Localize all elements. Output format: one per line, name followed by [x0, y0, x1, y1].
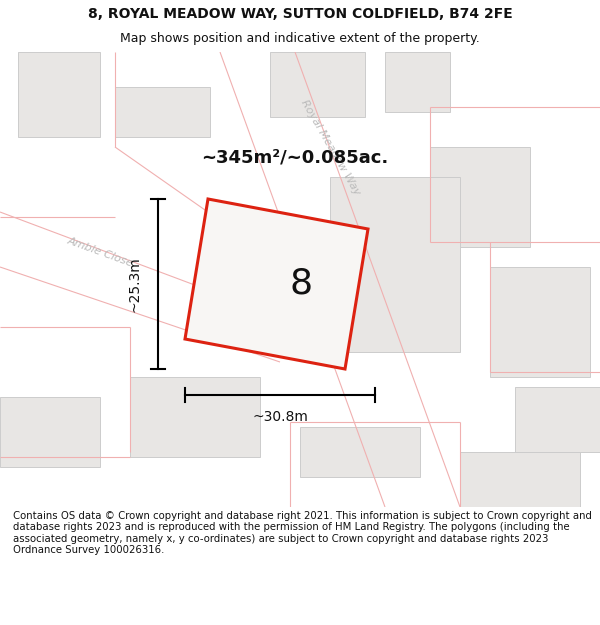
Text: Map shows position and indicative extent of the property.: Map shows position and indicative extent…: [120, 32, 480, 45]
Polygon shape: [430, 147, 530, 247]
Text: Contains OS data © Crown copyright and database right 2021. This information is : Contains OS data © Crown copyright and d…: [13, 511, 592, 556]
Polygon shape: [515, 387, 600, 452]
Text: Royal Meadow Way: Royal Meadow Way: [299, 98, 361, 196]
Polygon shape: [185, 199, 368, 369]
Polygon shape: [460, 452, 580, 507]
Text: ~345m²/~0.085ac.: ~345m²/~0.085ac.: [202, 148, 389, 166]
Polygon shape: [385, 52, 450, 112]
Polygon shape: [270, 52, 365, 117]
Text: 8, ROYAL MEADOW WAY, SUTTON COLDFIELD, B74 2FE: 8, ROYAL MEADOW WAY, SUTTON COLDFIELD, B…: [88, 6, 512, 21]
Text: ~30.8m: ~30.8m: [252, 410, 308, 424]
Polygon shape: [330, 177, 460, 352]
Polygon shape: [115, 87, 210, 137]
Polygon shape: [130, 377, 260, 457]
Text: 8: 8: [290, 267, 313, 301]
Polygon shape: [18, 52, 100, 137]
Text: ~25.3m: ~25.3m: [127, 256, 141, 312]
Polygon shape: [0, 397, 100, 467]
Polygon shape: [490, 267, 590, 377]
Text: Amble Close: Amble Close: [65, 236, 134, 269]
Polygon shape: [300, 427, 420, 477]
